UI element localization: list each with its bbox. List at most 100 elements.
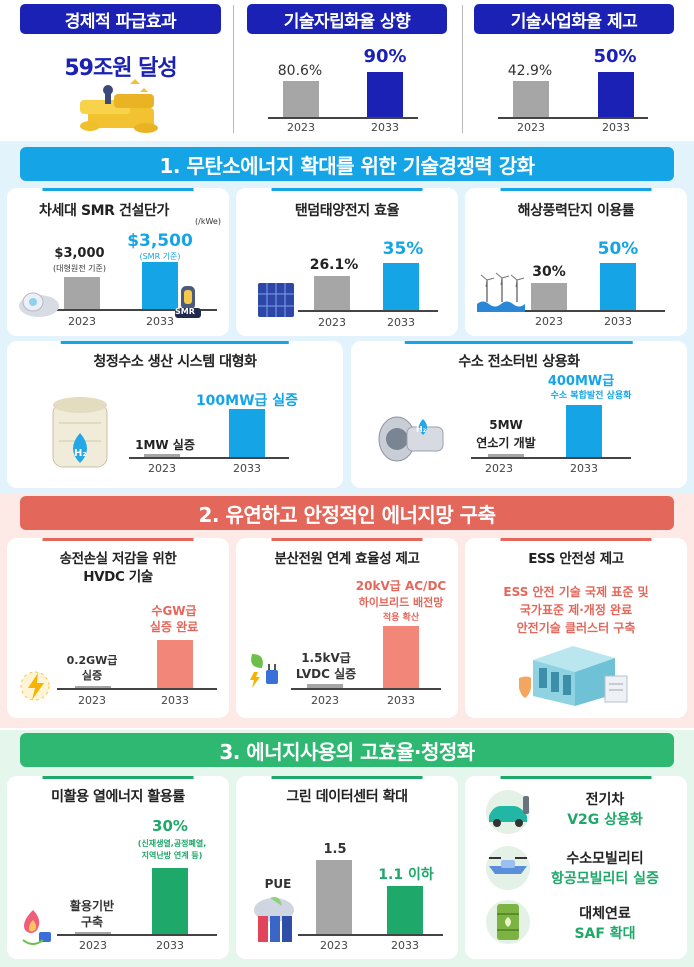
value-label: 42.9%: [507, 63, 553, 79]
unit-label: (/kWe): [195, 217, 221, 226]
bar-2023: [314, 276, 350, 310]
card-green-datacenter: 그린 데이터센터 확대 PUE 1.5 1.1 이하 2023 2033: [236, 776, 458, 959]
year-label: 2023: [320, 939, 348, 952]
card-clean-hydrogen: 청정수소 생산 시스템 대형화 1MW 실증 100MW급 실증 2023 20…: [7, 341, 343, 488]
card-title: HVDC 기술: [83, 569, 153, 585]
electric-car-icon: [486, 790, 530, 834]
ess-text-line: 국가표준 제·개정 완료: [519, 603, 633, 617]
year-label: 2033: [391, 939, 419, 952]
panel-title-tech-independence: 기술자립화율 상향: [247, 4, 447, 34]
bar-2023: [64, 277, 100, 309]
year-label: 2033: [387, 694, 415, 707]
baseline: [57, 688, 217, 690]
card-accent-line: [271, 776, 423, 779]
card-accent-line: [500, 538, 652, 541]
year-label: 2023: [79, 939, 107, 952]
value-label: 활용기반: [69, 899, 115, 913]
baseline: [291, 688, 441, 690]
bar-2033: [383, 626, 419, 688]
baseline: [57, 934, 217, 936]
value-label: 35%: [382, 239, 424, 259]
card-accent-line: [42, 188, 194, 191]
bar-2033: [600, 263, 636, 310]
card-hvdc: 송전손실 저감을 위한 HVDC 기술 0.2GW급 실증 수GW급 실증 완료…: [7, 538, 229, 718]
mobility-value: SAF 확대: [574, 926, 636, 942]
year-label: 2033: [371, 121, 399, 134]
value-label: 100MW급 실증: [195, 393, 299, 409]
value-label: $3,500: [127, 231, 193, 251]
server-cloud-icon: [254, 897, 294, 942]
value-label: 수소 복합발전 상용화: [550, 391, 632, 401]
bar-2033: [566, 405, 602, 457]
ess-container-icon: [519, 646, 628, 706]
air-mobility-icon: [486, 846, 530, 890]
baseline: [298, 310, 438, 312]
card-accent-line: [500, 188, 652, 191]
bar-2023: [307, 684, 343, 688]
year-label: 2023: [535, 315, 563, 328]
section-1: 1. 무탄소에너지 확대를 위한 기술경쟁력 강화 차세대 SMR 건설단가 (…: [0, 141, 694, 493]
value-label: 구축: [80, 915, 104, 929]
wind-turbine-icon: [477, 272, 525, 312]
year-label: 2023: [287, 121, 315, 134]
year-label: 2023: [318, 316, 346, 329]
section-3-title: 3. 에너지사용의 고효율·청정화: [20, 733, 674, 767]
year-label: 2033: [570, 462, 598, 475]
card-hydrogen-turbine: 수소 전소터빈 상용화 5MW 연소기 개발 400MW급 수소 복합발전 상용…: [351, 341, 687, 488]
value-label: 실증 완료: [149, 620, 199, 634]
baseline: [520, 310, 665, 312]
year-label: 2023: [311, 694, 339, 707]
year-label: 2023: [517, 121, 545, 134]
card-title: 송전손실 저감을 위한: [59, 551, 177, 567]
value-label: 1.1 이하: [378, 867, 434, 883]
year-label: 2033: [604, 315, 632, 328]
bar-2033: [157, 640, 193, 688]
card-title: 해상풍력단지 이용률: [517, 203, 635, 219]
card-title: 분산전원 연계 효율성 제고: [274, 551, 420, 567]
card-accent-line: [271, 538, 423, 541]
baseline: [471, 457, 631, 459]
year-label: 2033: [387, 316, 415, 329]
h2-label: H₂: [416, 425, 427, 434]
card-title: ESS 안전성 제고: [528, 551, 624, 567]
mobility-value: V2G 상용화: [567, 812, 643, 828]
value-label: 50%: [593, 46, 637, 67]
baseline: [298, 934, 443, 936]
economic-headline: 59조원 달성: [64, 56, 177, 81]
value-label: 5MW: [489, 418, 523, 432]
value-label: 실증: [81, 669, 103, 682]
year-label: 2033: [602, 121, 630, 134]
year-label: 2033: [156, 939, 184, 952]
note-label: (신재생열,공정폐열,: [137, 839, 207, 848]
bar-2033: [367, 72, 403, 117]
card-waste-heat: 미활용 열에너지 활용률 활용기반 구축 30% (신재생열,공정폐열, 지역난…: [7, 776, 229, 959]
year-label: 2033: [146, 315, 174, 328]
bar-2033: [387, 886, 423, 934]
flame-plug-icon: [22, 910, 51, 945]
card-distributed-energy: 분산전원 연계 효율성 제고 1.5kV급 LVDC 실증 20kV급 AC/D…: [236, 538, 458, 718]
value-label: 하이브리드 배전망: [358, 596, 444, 609]
year-label: 2033: [233, 462, 261, 475]
value-label: LVDC 실증: [295, 667, 357, 681]
lightning-bolt-icon: [20, 671, 50, 701]
card-mobility: 전기차 V2G 상용화 수소모빌리티 항공모빌리티 실증 대체연료 SAF 확대: [465, 776, 687, 959]
bar-2023: [531, 283, 567, 310]
note-label: (SMR 기준): [139, 252, 181, 261]
baseline: [268, 117, 418, 119]
value-label: 적용 확산: [382, 613, 420, 623]
gold-coins-icon: [80, 79, 158, 133]
section-3: 3. 에너지사용의 고효율·청정화 미활용 열에너지 활용률 활용기반 구축 3…: [0, 730, 694, 967]
axis-label: PUE: [264, 877, 292, 891]
baseline: [129, 457, 289, 459]
h2-label: H₂: [74, 448, 87, 459]
card-offshore-wind: 해상풍력단지 이용률 30% 50% 2023 2033: [465, 188, 687, 336]
year-label: 2033: [161, 694, 189, 707]
section-2: 2. 유연하고 안정적인 에너지망 구축 송전손실 저감을 위한 HVDC 기술…: [0, 493, 694, 728]
bar-2033: [229, 409, 265, 457]
mobility-title: 대체연료: [579, 906, 631, 922]
card-ess-safety: ESS 안전성 제고 ESS 안전 기술 국제 표준 및 국가표준 제·개정 완…: [465, 538, 687, 718]
bar-2023: [75, 686, 111, 688]
note-label: (대형원전 기준): [53, 264, 106, 273]
bar-2023: [75, 932, 111, 934]
card-title: 차세대 SMR 건설단가: [39, 203, 169, 219]
